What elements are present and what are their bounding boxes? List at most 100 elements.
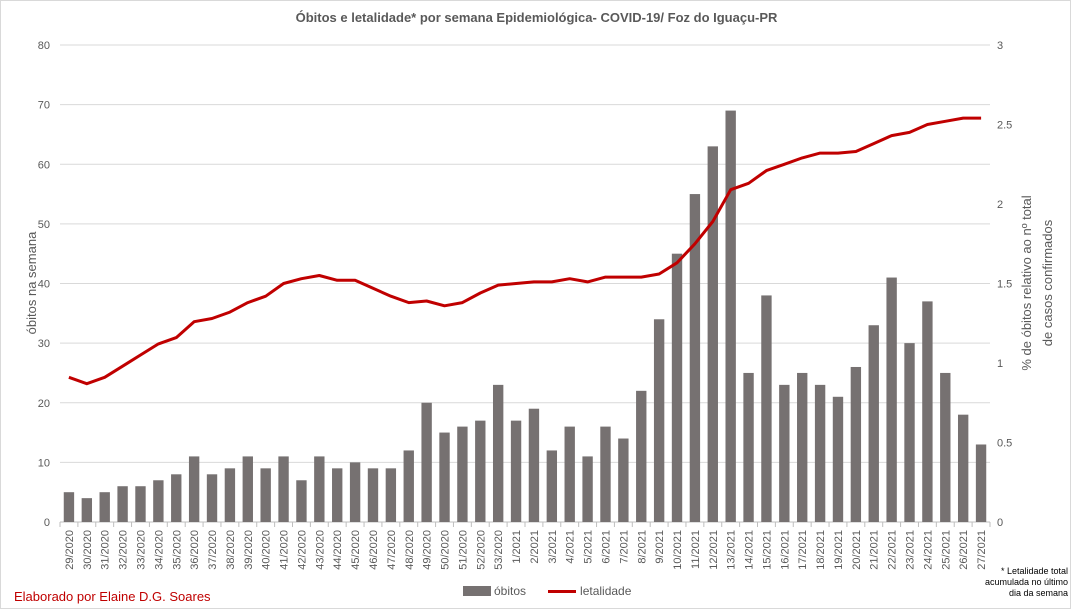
y2-tick-label: 1 <box>997 358 1003 370</box>
bar-obitos <box>81 498 93 522</box>
x-tick-label: 18/2021 <box>815 530 827 570</box>
x-tick-label: 32/2020 <box>118 530 130 570</box>
bar-obitos <box>457 426 468 522</box>
x-tick-label: 53/2020 <box>493 530 505 570</box>
bar-obitos <box>725 110 736 523</box>
x-tick-label: 12/2021 <box>708 530 720 570</box>
y2-tick-label: 1.5 <box>997 279 1012 291</box>
x-tick-label: 46/2020 <box>368 530 380 570</box>
x-tick-label: 14/2021 <box>744 530 756 570</box>
y-tick-label: 70 <box>38 100 50 112</box>
x-tick-label: 44/2020 <box>332 530 344 570</box>
bar-obitos <box>564 426 575 522</box>
bar-obitos <box>671 253 683 522</box>
x-tick-label: 22/2021 <box>887 530 899 570</box>
y-tick-label: 50 <box>38 219 50 231</box>
bar-obitos <box>349 462 361 522</box>
x-tick-label: 4/2021 <box>565 530 577 564</box>
x-tick-label: 49/2020 <box>422 530 434 570</box>
bar-obitos <box>940 372 951 522</box>
bar-obitos <box>260 468 271 522</box>
x-tick-label: 9/2021 <box>654 530 666 564</box>
bars-obitos <box>63 110 987 523</box>
bar-obitos <box>171 474 182 522</box>
bar-obitos <box>957 414 969 522</box>
bar-obitos <box>546 450 558 522</box>
bar-obitos <box>492 384 504 522</box>
legend-swatch-obitos <box>463 586 491 596</box>
x-tick-label: 23/2021 <box>905 530 917 570</box>
footnote-text: * Letalidade total acumulada no último d… <box>984 566 1068 598</box>
y2-tick-label: 2.5 <box>997 120 1012 132</box>
x-tick-label: 38/2020 <box>225 530 237 570</box>
bar-obitos <box>832 396 844 522</box>
x-tick-label: 10/2021 <box>672 530 684 570</box>
x-tick-label: 13/2021 <box>726 530 738 570</box>
x-tick-label: 20/2021 <box>851 530 863 570</box>
bar-obitos <box>975 444 987 522</box>
bar-obitos <box>63 492 75 522</box>
x-tick-label: 35/2020 <box>171 530 183 570</box>
credit-text: Elaborado por Elaine D.G. Soares <box>14 589 211 604</box>
y2-axis-title-line2: de casos confirmados <box>1040 219 1055 346</box>
x-tick-label: 45/2020 <box>350 530 362 570</box>
line-letalidade-path <box>68 116 982 386</box>
x-tick-label: 30/2020 <box>82 530 94 570</box>
bar-obitos <box>797 372 808 522</box>
x-tick-label: 8/2021 <box>636 530 648 564</box>
x-tick-label: 52/2020 <box>475 530 487 570</box>
y2-tick-label: 2 <box>997 199 1003 211</box>
bar-obitos <box>886 277 897 522</box>
line-letalidade <box>68 116 982 386</box>
x-tick-label: 25/2021 <box>940 530 952 570</box>
bar-obitos <box>582 456 593 522</box>
x-tick-label: 36/2020 <box>189 530 201 570</box>
legend-label-obitos: óbitos <box>494 584 527 598</box>
y-tick-label: 60 <box>38 159 50 171</box>
y2-tick-label: 0 <box>997 517 1003 529</box>
bar-obitos <box>367 468 379 522</box>
y-tick-label: 0 <box>44 517 50 529</box>
bar-obitos <box>528 408 540 522</box>
x-tick-label: 33/2020 <box>136 530 148 570</box>
bar-obitos <box>779 384 790 522</box>
bar-obitos <box>296 480 307 522</box>
x-tick-label: 27/2021 <box>976 530 988 570</box>
x-tick-label: 50/2020 <box>440 530 452 570</box>
y-tick-label: 40 <box>38 279 50 291</box>
x-tick-label: 7/2021 <box>618 530 630 564</box>
bar-obitos <box>385 468 397 522</box>
bar-obitos <box>707 146 718 523</box>
x-tick-label: 26/2021 <box>958 530 970 570</box>
x-tick-label: 47/2020 <box>386 530 398 570</box>
x-tick-label: 17/2021 <box>797 530 809 570</box>
bar-obitos <box>761 295 772 522</box>
y-tick-label: 10 <box>38 457 50 469</box>
bar-obitos <box>99 492 110 522</box>
bar-obitos <box>904 343 915 522</box>
bar-obitos <box>135 486 146 522</box>
x-tick-label: 41/2020 <box>279 530 291 570</box>
y-tick-label: 20 <box>38 398 50 410</box>
axes: 0 10 20 30 40 50 60 70 80 0 0.5 1 1.5 2 2.5 3 29/2020 30/… <box>38 40 1013 570</box>
x-tick-label: 51/2020 <box>457 530 469 570</box>
x-tick-label: 2/2021 <box>529 530 541 564</box>
y2-axis-title-line1: % de óbitos relativo ao nº total <box>1019 195 1034 370</box>
bar-obitos <box>421 402 432 522</box>
bar-obitos <box>188 456 200 522</box>
bar-obitos <box>636 390 647 522</box>
bar-obitos <box>814 384 826 522</box>
bar-obitos <box>600 426 611 522</box>
x-tick-label: 5/2021 <box>583 530 595 564</box>
legend-swatch-letalidade <box>548 589 577 593</box>
bar-obitos <box>743 372 754 522</box>
bar-obitos <box>618 438 629 522</box>
bar-obitos <box>206 474 218 522</box>
x-tick-label: 6/2021 <box>601 530 613 564</box>
bar-obitos <box>278 456 289 522</box>
x-tick-label: 40/2020 <box>261 530 273 570</box>
x-tick-label: 39/2020 <box>243 530 255 570</box>
bar-obitos <box>922 301 933 522</box>
bar-obitos <box>314 456 325 522</box>
